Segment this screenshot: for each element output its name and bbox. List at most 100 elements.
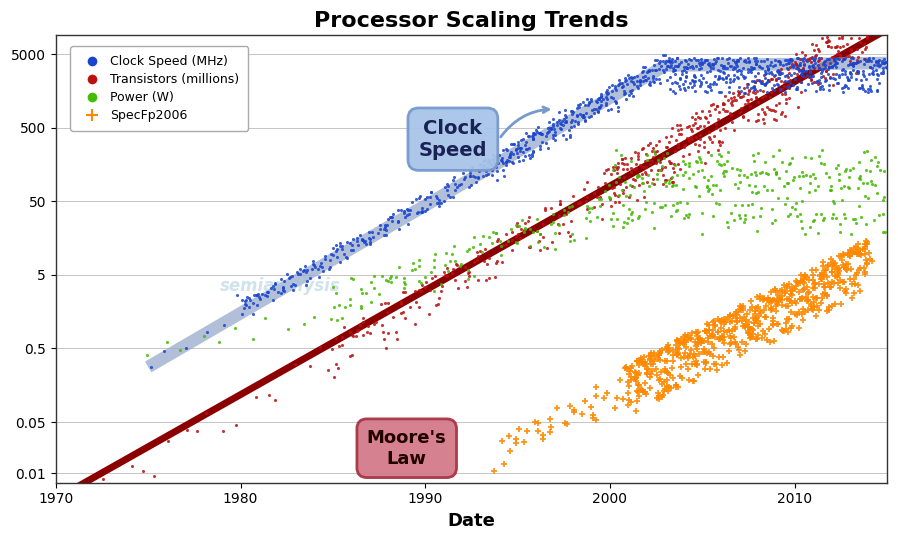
Point	[792, 171, 806, 180]
Point	[775, 326, 789, 334]
Point	[829, 70, 843, 78]
Point	[793, 183, 807, 192]
Point	[782, 94, 797, 102]
Point	[172, 346, 187, 355]
Point	[634, 353, 648, 362]
Point	[850, 69, 864, 77]
Point	[425, 274, 439, 282]
Point	[766, 62, 780, 70]
Point	[658, 59, 673, 68]
Point	[640, 370, 655, 378]
Point	[818, 266, 832, 275]
Point	[734, 93, 748, 101]
Point	[677, 337, 691, 345]
Point	[709, 120, 723, 128]
Point	[708, 131, 722, 140]
Point	[357, 236, 372, 245]
Point	[744, 334, 758, 342]
Point	[509, 148, 524, 157]
Point	[783, 57, 797, 65]
Point	[591, 183, 605, 192]
Point	[697, 172, 711, 181]
Point	[288, 281, 303, 290]
Point	[838, 54, 852, 63]
Point	[462, 272, 476, 281]
Point	[570, 111, 585, 120]
Point	[803, 223, 817, 232]
Point	[743, 331, 757, 339]
Point	[832, 72, 846, 81]
Point	[783, 55, 797, 64]
Point	[553, 197, 568, 206]
Point	[654, 368, 668, 377]
Point	[812, 152, 826, 161]
Point	[753, 306, 767, 315]
Point	[495, 258, 509, 267]
Point	[851, 240, 866, 248]
Point	[632, 161, 647, 169]
Point	[812, 76, 826, 84]
Point	[523, 154, 537, 162]
Point	[774, 76, 788, 85]
Point	[807, 46, 822, 55]
Point	[740, 173, 754, 182]
Point	[785, 61, 799, 70]
Point	[400, 210, 414, 219]
Point	[708, 321, 722, 329]
Point	[785, 299, 799, 308]
Point	[754, 92, 769, 101]
Point	[876, 228, 891, 236]
Point	[786, 175, 800, 184]
Point	[774, 296, 788, 305]
Point	[715, 332, 729, 341]
Point	[381, 299, 395, 307]
Point	[623, 363, 638, 372]
Point	[577, 116, 592, 125]
Point	[691, 123, 706, 132]
Point	[562, 203, 577, 212]
Point	[640, 67, 655, 75]
Point	[688, 140, 702, 149]
Point	[438, 261, 453, 269]
Point	[822, 306, 836, 314]
Text: Clock
Speed: Clock Speed	[418, 118, 487, 160]
Point	[772, 68, 787, 77]
Point	[850, 247, 864, 256]
Point	[679, 342, 693, 351]
Point	[836, 55, 850, 64]
Point	[582, 113, 596, 121]
Point	[662, 156, 676, 165]
Point	[745, 325, 760, 334]
Point	[757, 181, 771, 190]
Point	[871, 57, 885, 65]
Point	[547, 125, 561, 134]
Point	[723, 312, 737, 320]
Point	[703, 151, 718, 160]
Point	[769, 168, 783, 177]
Point	[700, 118, 715, 127]
Point	[437, 271, 452, 280]
Point	[350, 326, 365, 334]
Point	[747, 85, 762, 94]
Point	[398, 288, 412, 297]
Point	[411, 194, 426, 202]
Point	[583, 216, 597, 225]
Point	[615, 155, 629, 163]
Point	[495, 156, 509, 165]
Point	[827, 56, 841, 64]
Point	[691, 113, 706, 121]
Point	[508, 438, 523, 447]
Point	[790, 65, 805, 74]
Point	[753, 203, 768, 212]
Point	[689, 56, 703, 64]
Point	[504, 148, 518, 157]
Point	[638, 63, 652, 71]
Point	[513, 147, 527, 155]
Point	[268, 279, 282, 287]
Point	[374, 300, 389, 308]
Point	[691, 335, 705, 344]
Point	[582, 204, 596, 213]
Point	[751, 322, 765, 331]
Point	[674, 165, 688, 174]
Point	[876, 59, 891, 68]
